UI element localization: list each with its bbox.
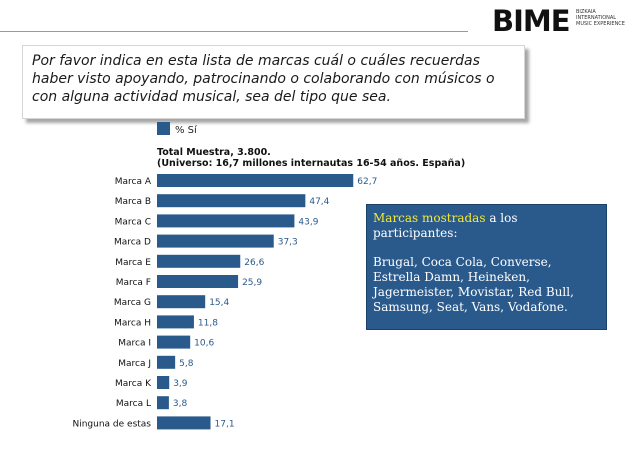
value-label-6: 25,9 [242,278,262,288]
value-label-2: 47,4 [309,197,329,207]
logo-subtitle: BIZKAIA INTERNATIONAL MUSIC EXPERIENCE [576,9,626,27]
info-box-highlight: Marcas mostradas [373,211,486,225]
category-label-8: Marca H [114,318,151,328]
category-label-3: Marca C [115,217,151,227]
legend-label: % Sí [175,124,198,136]
value-label-1: 62,7 [357,177,377,187]
category-label-9: Marca I [118,339,151,349]
bar-9 [157,335,191,349]
chart-subtitle-line-2: (Universo: 16,7 millones internautas 16-… [157,158,465,169]
category-label-4: Marca D [114,238,151,248]
bar-2 [157,194,306,208]
bar-7 [157,295,206,309]
bime-logo: BIME BIZKAIA INTERNATIONAL MUSIC EXPERIE… [492,6,625,38]
category-label-1: Marca A [115,177,152,187]
legend-swatch [157,122,170,135]
bar-6 [157,275,239,288]
bar-11 [157,376,170,389]
value-label-10: 5,8 [179,359,194,369]
bar-3 [157,214,295,228]
category-label-5: Marca E [115,258,151,268]
brands-info-box: Marcas mostradas a los participantes: Br… [366,204,607,330]
bar-5 [157,254,241,268]
category-label-7: Marca G [114,298,151,308]
category-label-11: Marca K [115,379,152,389]
value-label-12: 3,8 [173,399,188,409]
logo-wordmark: BIME [492,6,572,36]
info-box-intro: Marcas mostradas a los participantes: [373,211,600,241]
info-box-intro-rest: a los participantes: [373,211,518,240]
category-label-6: Marca F [116,278,151,288]
category-label-13: Ninguna de estas [72,419,151,429]
info-box-brand-list: Brugal, Coca Cola, Converse, Estrella Da… [373,255,574,314]
logo-subtitle-line-3: MUSIC EXPERIENCE [576,21,625,27]
bar-12 [157,396,169,410]
value-label-13: 17,1 [215,419,235,429]
value-label-9: 10,6 [194,339,214,349]
question-box: Por favor indica en esta lista de marcas… [22,45,525,119]
bar-4 [157,234,274,248]
category-label-12: Marca L [116,399,151,409]
bar-13 [157,416,211,430]
logo-subtitle-line-2: INTERNATIONAL [576,15,617,21]
value-label-3: 43,9 [298,217,318,227]
bar-8 [157,315,194,329]
header-divider [0,31,468,32]
question-text: Por favor indica en esta lista de marcas… [32,53,495,105]
chart-subtitle-line-1: Total Muestra, 3.800. [157,147,271,158]
value-label-7: 15,4 [209,298,229,308]
bar-1 [157,174,354,187]
logo-subtitle-line-1: BIZKAIA [576,9,596,15]
category-label-2: Marca B [115,197,151,207]
value-label-8: 11,8 [198,318,218,328]
bar-10 [157,355,176,369]
value-label-11: 3,9 [173,379,188,389]
category-label-10: Marca J [118,359,151,369]
value-label-4: 37,3 [278,238,298,248]
value-label-5: 26,6 [244,258,264,268]
